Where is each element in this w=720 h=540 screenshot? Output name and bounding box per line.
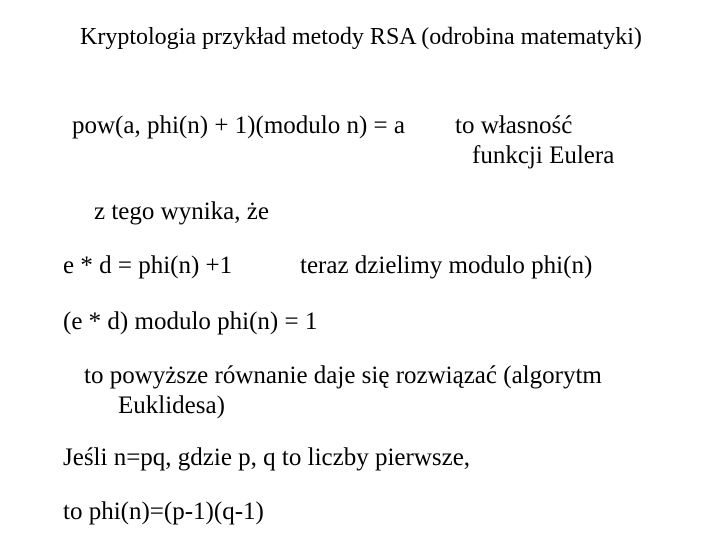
implies-text: z tego wynika, że — [94, 198, 269, 226]
ed-mod-equation: (e * d) modulo phi(n) = 1 — [63, 308, 317, 336]
euler-property-label-line2: funkcji Eulera — [472, 142, 614, 170]
slide: Kryptologia przykład metody RSA (odrobin… — [0, 0, 720, 540]
euler-property-label-line1: to własność — [455, 112, 572, 140]
divide-modulo-text: teraz dzielimy modulo phi(n) — [300, 252, 592, 280]
ed-equation: e * d = phi(n) +1 — [63, 252, 232, 280]
phi-formula: to phi(n)=(p-1)(q-1) — [63, 498, 264, 526]
euclid-text-line1: to powyższe równanie daje się rozwiązać … — [84, 362, 602, 390]
slide-title: Kryptologia przykład metody RSA (odrobin… — [80, 24, 642, 51]
npq-text: Jeśli n=pq, gdzie p, q to liczby pierwsz… — [63, 444, 470, 472]
euler-property-equation: pow(a, phi(n) + 1)(modulo n) = a — [72, 112, 405, 140]
euclid-text-line2: Euklidesa) — [118, 392, 225, 420]
